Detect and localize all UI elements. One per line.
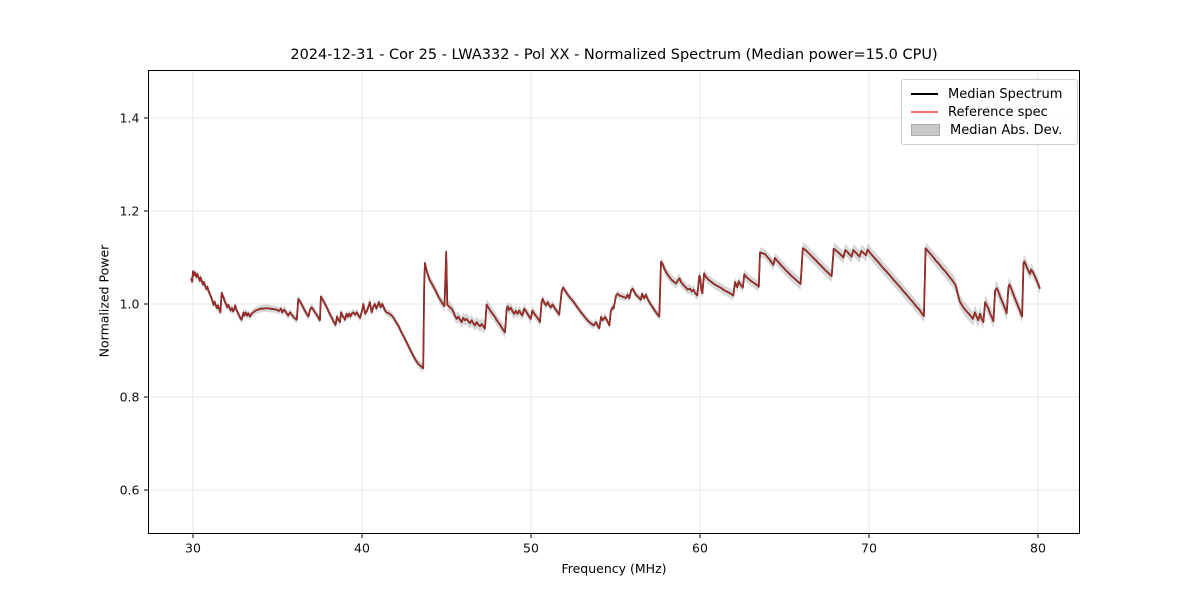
x-tick-label: 40 bbox=[354, 541, 370, 556]
legend-item-median-spectrum: Median Spectrum bbox=[911, 85, 1068, 103]
y-tick-label: 1.0 bbox=[120, 296, 140, 311]
legend-box: Median Spectrum Reference spec Median Ab… bbox=[901, 79, 1078, 145]
legend-item-reference-spec: Reference spec bbox=[911, 103, 1068, 121]
chart-title: 2024-12-31 - Cor 25 - LWA332 - Pol XX - … bbox=[290, 47, 938, 63]
x-tick-label: 60 bbox=[692, 541, 708, 556]
median-spectrum-line bbox=[190, 247, 1041, 370]
reference-spec-line bbox=[190, 247, 1041, 369]
legend-label: Median Abs. Dev. bbox=[950, 122, 1063, 138]
x-tick-label: 30 bbox=[185, 541, 201, 556]
x-axis-label: Frequency (MHz) bbox=[561, 561, 667, 576]
x-tick-label: 50 bbox=[523, 541, 539, 556]
median-abs-dev-band bbox=[191, 242, 1040, 373]
legend-label: Median Spectrum bbox=[948, 86, 1063, 102]
x-tick-label: 80 bbox=[1030, 541, 1046, 556]
legend-item-median-abs-dev: Median Abs. Dev. bbox=[911, 121, 1068, 139]
y-tick-label: 1.2 bbox=[120, 203, 140, 218]
median-spectrum-line-swatch bbox=[911, 93, 938, 95]
x-tick-label: 70 bbox=[861, 541, 877, 556]
y-axis-label: Normalized Power bbox=[96, 244, 112, 358]
reference-spec-line-swatch bbox=[911, 111, 938, 113]
axes-spines bbox=[148, 70, 1080, 534]
y-tick-label: 0.8 bbox=[120, 389, 140, 404]
y-tick-label: 0.6 bbox=[120, 482, 140, 497]
y-tick-label: 1.4 bbox=[120, 110, 140, 125]
median-abs-dev-patch-swatch bbox=[911, 124, 940, 136]
legend-label: Reference spec bbox=[948, 104, 1048, 120]
